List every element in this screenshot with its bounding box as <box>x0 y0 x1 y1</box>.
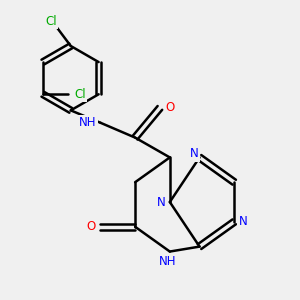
Text: N: N <box>157 196 165 208</box>
Text: N: N <box>239 215 248 228</box>
Text: NH: NH <box>159 255 176 268</box>
Text: Cl: Cl <box>45 15 57 28</box>
Text: NH: NH <box>79 116 97 129</box>
Text: O: O <box>165 101 174 114</box>
Text: O: O <box>86 220 95 233</box>
Text: Cl: Cl <box>74 88 86 101</box>
Text: N: N <box>190 148 199 160</box>
